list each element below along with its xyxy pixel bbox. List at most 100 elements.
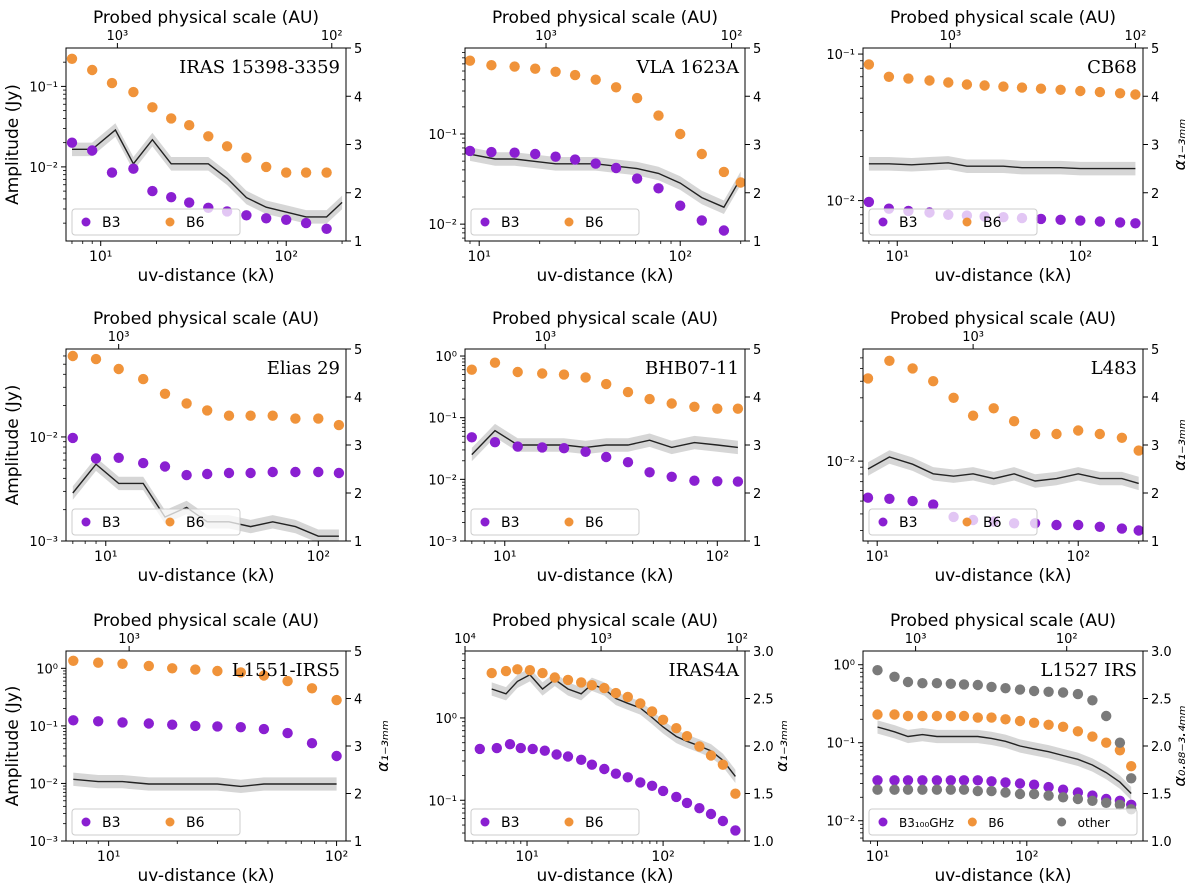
y-tick-label: 10⁻¹ bbox=[29, 720, 58, 735]
legend-label: B3₁₀₀GHz bbox=[899, 816, 954, 830]
data-point bbox=[300, 217, 312, 229]
y2-tick-label: 3 bbox=[354, 439, 362, 454]
y2-tick-label: 1 bbox=[1151, 235, 1159, 250]
data-point bbox=[986, 712, 997, 723]
data-point bbox=[281, 214, 292, 225]
data-point bbox=[313, 413, 324, 424]
panel-9: B3₁₀₀GHz B6 other 10¹ 10² 10³ 10² 10⁻² 10⁻¹ 10⁰ 1.… bbox=[826, 611, 1189, 883]
data-point bbox=[635, 698, 646, 709]
data-point bbox=[166, 192, 177, 203]
data-point bbox=[261, 213, 272, 224]
x-tick-label: 10¹ bbox=[515, 849, 538, 865]
top-tick-label: 10² bbox=[321, 29, 343, 44]
data-point bbox=[622, 772, 633, 783]
data-point bbox=[718, 225, 730, 236]
data-point bbox=[1133, 445, 1143, 456]
panel-4: B3 B6 10¹ 10² 10³ 10⁻³ 10⁻² 1 2 3 4 5 Probed physica… bbox=[3, 309, 362, 586]
y2-tick-label: 1.5 bbox=[753, 788, 774, 803]
data-point bbox=[872, 709, 883, 720]
series-b6 bbox=[486, 664, 741, 799]
data-point bbox=[212, 721, 223, 732]
data-point bbox=[1126, 773, 1137, 784]
data-point bbox=[290, 466, 301, 478]
data-point bbox=[486, 146, 497, 158]
y-tick-label: 10⁻² bbox=[29, 161, 58, 176]
y2-tick-label: 5 bbox=[354, 343, 362, 358]
alpha-uncertainty-band bbox=[491, 668, 736, 783]
data-point bbox=[735, 177, 745, 188]
data-point bbox=[465, 55, 476, 66]
data-point bbox=[1116, 523, 1128, 534]
legend-marker bbox=[81, 817, 91, 827]
data-point bbox=[474, 743, 485, 755]
data-point bbox=[717, 815, 729, 827]
data-point bbox=[730, 788, 741, 799]
data-point bbox=[515, 742, 526, 754]
y2-tick-label: 4 bbox=[1151, 90, 1159, 105]
plot-body bbox=[863, 59, 1141, 229]
data-point bbox=[1057, 792, 1069, 803]
data-point bbox=[705, 808, 717, 820]
panel-5: B3 B6 10¹ 10² 10³ 10⁻³ 10⁻² 10⁻¹ 10⁰ 1 2 3 4 5 Probed … bbox=[428, 309, 761, 586]
data-point bbox=[599, 763, 610, 775]
data-point bbox=[622, 691, 633, 703]
data-point bbox=[190, 664, 201, 675]
legend-marker bbox=[962, 217, 972, 227]
y2-tick-label: 3 bbox=[753, 139, 761, 154]
legend-marker bbox=[878, 217, 888, 227]
data-point bbox=[694, 803, 705, 814]
y2-tick-label: 1 bbox=[753, 235, 761, 250]
data-point bbox=[961, 79, 973, 90]
data-point bbox=[1114, 737, 1126, 748]
data-point bbox=[943, 77, 954, 88]
data-point bbox=[530, 63, 541, 74]
legend-marker bbox=[878, 817, 888, 827]
top-tick-label: 10² bbox=[1125, 29, 1147, 44]
data-point bbox=[558, 369, 570, 380]
legend-frame bbox=[868, 808, 1138, 836]
y-tick-label: 10⁻³ bbox=[29, 535, 58, 550]
y2-tick-label: 3.0 bbox=[1151, 645, 1172, 660]
legend-frame bbox=[470, 808, 640, 836]
data-point bbox=[512, 366, 523, 378]
data-point bbox=[203, 131, 214, 142]
data-point bbox=[948, 392, 959, 403]
data-point bbox=[167, 719, 178, 730]
y2-tick-label: 2.0 bbox=[753, 740, 774, 755]
data-point bbox=[1114, 799, 1126, 810]
y-axis-title: Amplitude (Jy) bbox=[3, 385, 23, 506]
legend-marker bbox=[564, 517, 574, 527]
data-point bbox=[1101, 710, 1112, 722]
panel-title: BHB07-11 bbox=[645, 358, 739, 379]
x-tick-label: 10² bbox=[1067, 549, 1090, 565]
y2-tick-label: 3.0 bbox=[753, 645, 774, 660]
data-point bbox=[66, 137, 78, 148]
legend: B3 B6 bbox=[868, 208, 1038, 236]
series-b3 bbox=[465, 145, 730, 236]
data-point bbox=[489, 437, 501, 448]
data-point bbox=[958, 784, 970, 795]
data-point bbox=[159, 461, 171, 472]
x-tick-label: 10² bbox=[307, 549, 330, 565]
data-point bbox=[67, 432, 79, 444]
y2-tick-label: 2.0 bbox=[1151, 740, 1172, 755]
data-point bbox=[258, 723, 270, 735]
legend-marker bbox=[480, 817, 490, 827]
x-axis-title: uv-distance (kλ) bbox=[137, 266, 274, 286]
data-point bbox=[1101, 797, 1112, 808]
y2-axis-title: α₁₋₃ₘₘ bbox=[1170, 419, 1189, 471]
data-point bbox=[1051, 519, 1062, 531]
data-point bbox=[68, 655, 79, 666]
data-point bbox=[1057, 784, 1069, 795]
x-tick-label: 10¹ bbox=[94, 549, 117, 565]
data-point bbox=[1114, 745, 1126, 756]
data-point bbox=[147, 185, 158, 197]
data-point bbox=[1130, 218, 1141, 229]
data-point bbox=[562, 751, 574, 762]
legend-frame bbox=[868, 208, 1038, 236]
data-point bbox=[576, 754, 587, 765]
data-point bbox=[610, 162, 622, 174]
data-point bbox=[530, 148, 541, 160]
top-tick-label: 10² bbox=[726, 632, 748, 647]
data-point bbox=[681, 731, 693, 742]
